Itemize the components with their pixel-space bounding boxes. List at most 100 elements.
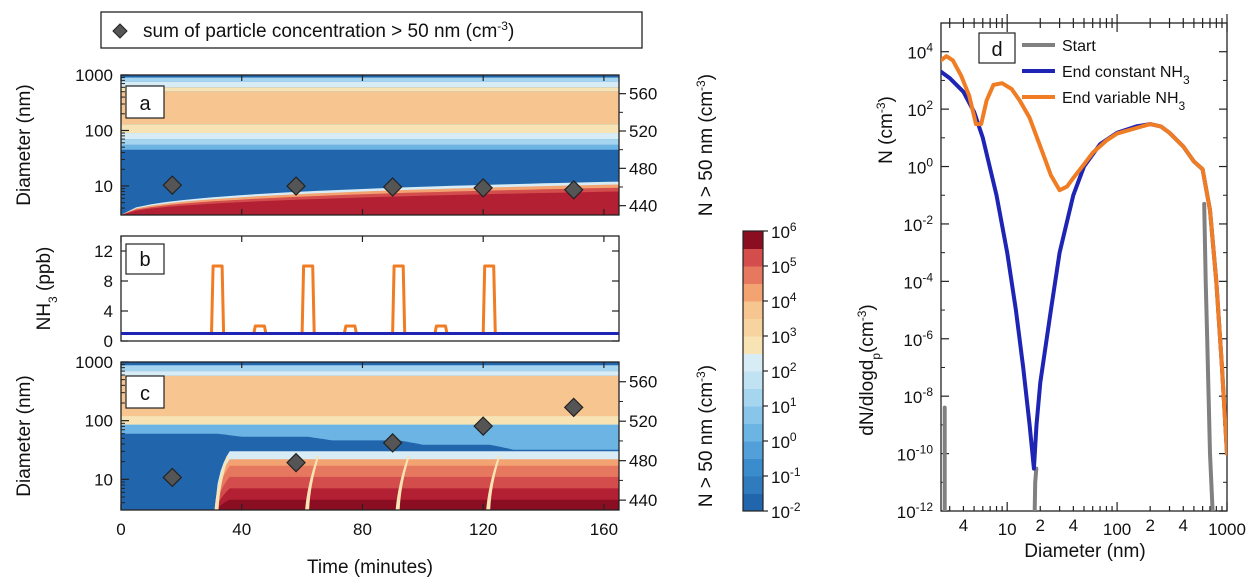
x-tick-label: 2 (1036, 516, 1045, 535)
x-tick-label: 80 (353, 520, 372, 539)
series-line-end-variable-nh3 (941, 54, 1227, 456)
x-tick-label: 100 (1103, 520, 1131, 539)
accumulation-band (121, 75, 619, 78)
concentration-marker (286, 452, 306, 473)
y-tick-label: 102 (907, 98, 933, 120)
series-line-start (1202, 201, 1215, 511)
panel-label-box (978, 32, 1016, 64)
x-axis-label: Time (minutes) (307, 557, 433, 578)
y2-tick-label: 520 (629, 412, 657, 431)
y2-tick-label: 480 (629, 159, 657, 178)
y-tick-label: 10-6 (903, 328, 933, 350)
colorbar-segment (743, 406, 763, 424)
panel-label-box (125, 243, 165, 275)
accumulation-band (121, 91, 619, 125)
y2-tick-label: 560 (629, 85, 657, 104)
series-line-start (1032, 466, 1039, 511)
colorbar-tick-label: 104 (771, 290, 797, 312)
colorbar-segment (743, 423, 763, 442)
nh3-pulse-streak (395, 455, 410, 510)
colorbar-tick-label: 105 (771, 255, 797, 277)
accumulation-band (121, 139, 619, 145)
colorbar-segment (743, 388, 763, 407)
x-tick-label: 2 (1145, 516, 1154, 535)
y-axis-label: N (cm-3) (874, 96, 897, 164)
colorbar-segment (743, 248, 763, 267)
y-tick-label: 12 (94, 242, 113, 261)
legend-entry: Start (1062, 38, 1096, 55)
x-tick-label: 160 (590, 520, 618, 539)
y2-tick-label: 560 (629, 373, 657, 392)
top-legend: sum of particle concentration > 50 nm (c… (100, 11, 643, 49)
y2-axis-label: N > 50 nm (cm-3) (694, 365, 717, 507)
colorbar-tick-label: 106 (771, 220, 797, 242)
x-tick-label: 1000 (1208, 520, 1246, 539)
colorbar-segment (743, 371, 763, 389)
accumulation-band (121, 124, 619, 134)
concentration-marker (382, 433, 403, 453)
concentration-marker (563, 397, 584, 418)
concentration-marker (162, 175, 183, 195)
plot-frame (120, 74, 620, 216)
panel-label-b: b (139, 249, 150, 271)
x-tick-label: 120 (469, 520, 497, 539)
heatmap-field (121, 75, 619, 215)
panel-label-box (125, 85, 165, 119)
nh3-pulse-streak (305, 455, 320, 510)
panel-a-heatmap: 1000 100 10 560 520 480 440 Diameter (nm) N > 50… (14, 66, 717, 216)
series-group (941, 54, 1227, 511)
y-tick-label: 10-12 (897, 500, 934, 522)
panel-label-box (125, 375, 165, 409)
colorbar-tick-label: 103 (771, 325, 797, 347)
colorbar-segment (743, 353, 763, 372)
accumulation-band (121, 416, 619, 425)
colorbar-tick-label: 102 (771, 360, 797, 382)
y2-tick-label: 440 (629, 197, 657, 216)
x-tick-label: 4 (1069, 516, 1078, 535)
x-tick-label: 40 (232, 520, 251, 539)
accumulation-lower-edge (121, 424, 619, 450)
panel-label-a: a (139, 93, 151, 115)
colorbar-segment (743, 441, 763, 459)
accumulation-band (121, 365, 619, 372)
y-axis-label: Diameter (nm) (14, 84, 35, 205)
plot-frame (120, 361, 620, 511)
colorbar-label: dN/dlogdp(cm-3) (855, 304, 883, 435)
accumulation-band (121, 87, 619, 92)
legend-diamond-marker (112, 23, 128, 39)
colorbar-segment (743, 283, 763, 302)
nucleation-mode-layer (214, 499, 619, 510)
panel-label-c: c (140, 383, 150, 405)
accumulation-band (121, 133, 619, 140)
colorbar-segment (743, 266, 763, 284)
colorbar-segment (743, 231, 763, 249)
x-tick-label: 4 (1179, 516, 1188, 535)
y2-tick-label: 520 (629, 122, 657, 141)
y-tick-label: 100 (907, 156, 933, 178)
y2-tick-label: 480 (629, 452, 657, 471)
y-tick-label: 4 (104, 302, 113, 321)
concentration-marker (286, 176, 306, 196)
colorbar-segment (743, 336, 763, 354)
concentration-marker (162, 467, 183, 488)
x-tick-label: 10 (998, 520, 1017, 539)
y-tick-label: 100 (85, 412, 113, 431)
colorbar-segment (743, 301, 763, 319)
accumulation-band (121, 81, 619, 88)
y-tick-label: 1000 (75, 66, 113, 85)
y-tick-label: 0 (104, 332, 113, 351)
nh3-pulse-streak (486, 455, 501, 510)
panel-c-heatmap: 1000 100 10 560 520 480 440 Diameter (nm) N > 50… (14, 353, 717, 578)
y-tick-label: 10 (94, 177, 113, 196)
x-tick-label: 4 (959, 516, 968, 535)
x-tick-label: 0 (116, 520, 125, 539)
concentration-marker (473, 178, 494, 198)
panel-label-d: d (991, 39, 1002, 61)
y-tick-label: 10-10 (897, 443, 934, 465)
nucleation-mode-layer (121, 191, 619, 215)
y-tick-label: 10 (94, 470, 113, 489)
legend-entry: End variable NH3 (1062, 90, 1186, 113)
y2-tick-label: 440 (629, 491, 657, 510)
y2-axis-label: N > 50 nm (cm-3) (694, 74, 717, 216)
